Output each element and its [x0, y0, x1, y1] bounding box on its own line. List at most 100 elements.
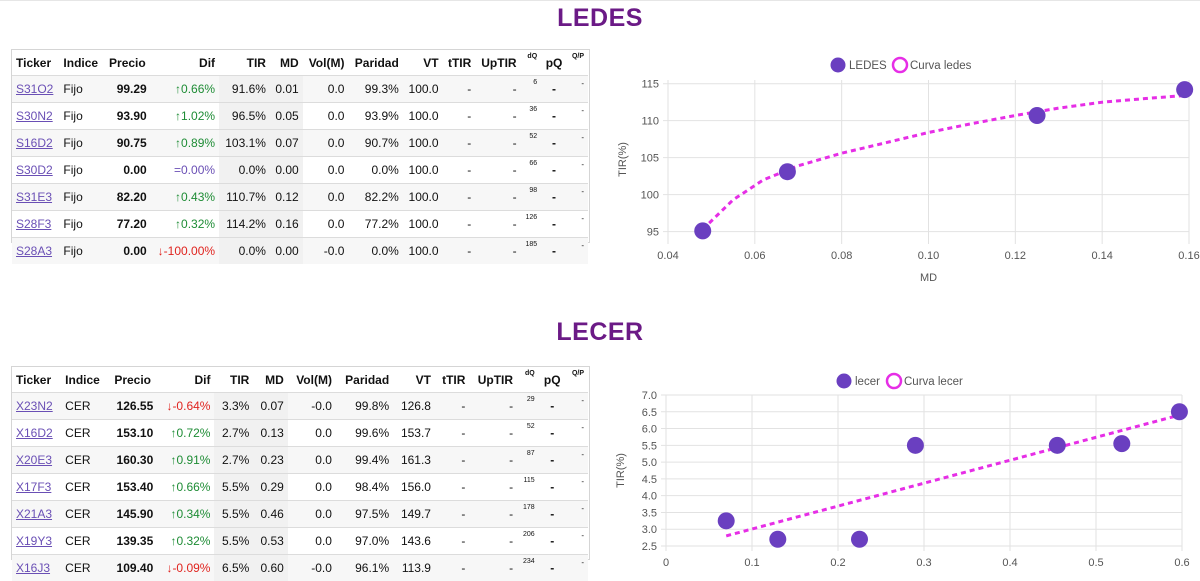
legend-label-curve[interactable]: Curva ledes	[910, 60, 972, 72]
cell-tir: 96.5%	[219, 103, 270, 130]
ticker-link[interactable]: S31E3	[16, 190, 52, 204]
cell-dq: 178	[517, 501, 539, 528]
cell-vol: 0.0	[288, 420, 336, 447]
data-point	[1029, 107, 1046, 124]
x-tick-label: 0.08	[831, 250, 852, 262]
cell-pq: -	[539, 393, 566, 420]
y-tick-label: 2.5	[642, 541, 657, 553]
ticker-link[interactable]: X19Y3	[16, 534, 52, 548]
cell-vol: 0.0	[303, 76, 349, 103]
y-tick-label: 3.0	[642, 524, 657, 536]
price-value: 82.20	[117, 190, 147, 204]
ticker-link[interactable]: X16D2	[16, 426, 53, 440]
price-value: 109.40	[117, 561, 154, 575]
x-tick-label: 0.10	[918, 250, 939, 262]
cell-tir: 114.2%	[219, 211, 270, 238]
cell-vt: 161.3	[393, 447, 435, 474]
curve-line	[703, 96, 1185, 230]
cell-vt: 100.0	[403, 157, 443, 184]
column-header-indice: Indice	[59, 51, 104, 76]
cell-dq: 36	[521, 103, 542, 130]
legend-marker-curve[interactable]	[887, 374, 901, 388]
cell-uptir: -	[469, 528, 517, 555]
top-divider	[0, 0, 1200, 1]
cell-qp: -	[566, 474, 588, 501]
cell-qp: -	[566, 420, 588, 447]
column-header-indice: Indice	[61, 368, 108, 393]
cell-precio: 153.40	[108, 474, 157, 501]
cell-tir: 0.0%	[219, 238, 270, 265]
cell-md: 0.29	[253, 474, 287, 501]
ticker-link[interactable]: S28A3	[16, 244, 52, 258]
cell-pq: -	[541, 238, 567, 265]
cell-qp: -	[567, 130, 588, 157]
cell-tir: 5.5%	[214, 528, 253, 555]
cell-paridad: 0.0%	[348, 157, 402, 184]
x-tick-label: 0.14	[1091, 250, 1112, 262]
data-point	[907, 437, 924, 454]
cell-uptir: -	[475, 184, 520, 211]
price-value: 0.00	[123, 163, 146, 177]
legend-marker-points[interactable]	[831, 58, 846, 73]
cell-ttir: -	[443, 238, 476, 265]
legend-marker-curve[interactable]	[893, 58, 907, 72]
cell-vol: 0.0	[303, 130, 349, 157]
cell-dif: ↑0.43%	[151, 184, 219, 211]
cell-precio: 77.20	[104, 211, 151, 238]
column-header-dif: Dif	[157, 368, 214, 393]
cell-dif: ↑1.02%	[151, 103, 219, 130]
ticker-link[interactable]: X20E3	[16, 453, 52, 467]
cell-qp: -	[567, 76, 588, 103]
cell-precio: 0.00	[104, 157, 151, 184]
cell-md: 0.01	[270, 76, 303, 103]
legend-label-points[interactable]: LEDES	[849, 60, 887, 72]
cell-dq: 52	[521, 130, 542, 157]
cell-ttir: -	[435, 474, 469, 501]
cell-dif: ↑0.32%	[157, 528, 214, 555]
ticker-link[interactable]: S16D2	[16, 136, 53, 150]
data-point	[851, 531, 868, 548]
ticker-link[interactable]: S30N2	[16, 109, 53, 123]
cell-dif: ↑0.66%	[151, 76, 219, 103]
cell-indice: CER	[61, 501, 108, 528]
cell-pq: -	[541, 157, 567, 184]
legend-label-curve[interactable]: Curva lecer	[904, 376, 963, 388]
curve-line	[726, 415, 1179, 536]
cell-dq: 185	[521, 238, 542, 265]
cell-ticker: X20E3	[12, 447, 61, 474]
cell-dif: ↑0.66%	[157, 474, 214, 501]
y-tick-label: 105	[641, 153, 659, 165]
cell-paridad: 99.4%	[336, 447, 393, 474]
ticker-link[interactable]: X23N2	[16, 399, 53, 413]
legend-marker-points[interactable]	[837, 374, 852, 389]
cell-pq: -	[539, 420, 566, 447]
ticker-link[interactable]: S28F3	[16, 217, 51, 231]
cell-qp: -	[566, 501, 588, 528]
cell-md: 0.13	[253, 420, 287, 447]
cell-indice: Fijo	[59, 103, 104, 130]
section-title-ledes: LEDES	[0, 4, 1200, 33]
x-tick-label: 0.2	[830, 557, 845, 569]
cell-indice: Fijo	[59, 184, 104, 211]
ticker-link[interactable]: X16J3	[16, 561, 50, 575]
column-header-qp: Q/P	[567, 51, 588, 76]
cell-pq: -	[541, 76, 567, 103]
column-header-qp: Q/P	[566, 368, 588, 393]
ticker-link[interactable]: X21A3	[16, 507, 52, 521]
cell-dq: 52	[517, 420, 539, 447]
ticker-link[interactable]: S30D2	[16, 163, 53, 177]
legend-label-points[interactable]: lecer	[855, 376, 880, 388]
ticker-link[interactable]: S31O2	[16, 82, 53, 96]
cell-md: 0.07	[253, 393, 287, 420]
cell-tir: 0.0%	[219, 157, 270, 184]
price-value: 139.35	[117, 534, 154, 548]
cell-qp: -	[566, 555, 588, 581]
ticker-link[interactable]: X17F3	[16, 480, 51, 494]
x-tick-label: 0.06	[744, 250, 765, 262]
cell-pq: -	[539, 555, 566, 581]
cell-indice: Fijo	[59, 157, 104, 184]
cell-qp: -	[567, 238, 588, 265]
